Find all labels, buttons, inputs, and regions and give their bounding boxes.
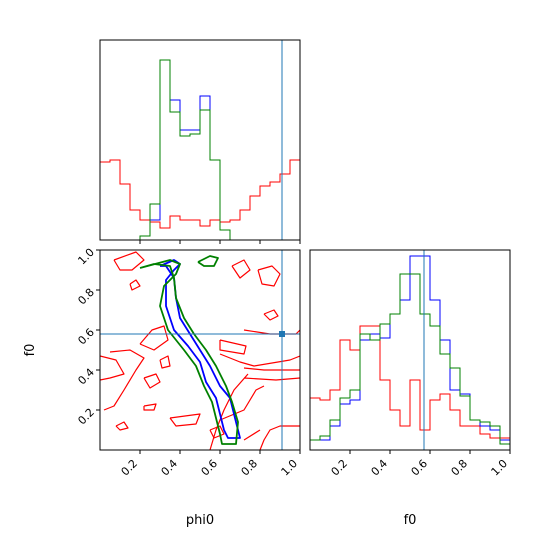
contour-green-1 (197, 255, 219, 267)
f0-axis-tick-label: 0.4 (75, 366, 97, 388)
f0-histogram-frame (309, 249, 511, 451)
contour-red-19 (259, 425, 300, 450)
f0-histogram-green (309, 273, 511, 450)
contour-red-10 (100, 355, 125, 381)
x-axis-label-phi0: phi0 (186, 513, 214, 528)
contour-lines (100, 251, 300, 450)
f0-histogram-x-tick-label: 0.4 (369, 457, 391, 479)
contour-truth-lines (100, 250, 300, 450)
f0-axis-tick-label: 0.8 (75, 286, 97, 308)
phi0-histogram-green (100, 59, 300, 241)
phi0-histogram-ticks (139, 240, 301, 244)
phi0-axis-tick-label: 0.4 (159, 457, 181, 479)
phi0-axis-tick-label: 0.2 (119, 457, 141, 479)
contour-red-22 (219, 353, 300, 367)
contour-red-20 (243, 429, 261, 441)
contour-red-3 (257, 265, 281, 287)
contour-green-0 (139, 259, 239, 445)
f0-axis-tick-label: 0.2 (75, 406, 97, 428)
contour-red-4 (263, 309, 279, 321)
f0-histogram-ticks: 0.2 0.4 0.6 0.8 1.0 (329, 450, 511, 478)
f0-axis-tick-label: 1.0 (75, 246, 97, 268)
contour-red-0 (113, 251, 145, 271)
contour-red-5 (219, 339, 247, 355)
contour-red-1 (129, 279, 141, 291)
phi0-histogram-frame (99, 39, 301, 241)
contour-panel: 0.2 0.4 0.6 0.8 1.0 0.2 0.4 0.6 0.8 1.0 (75, 246, 301, 479)
contour-blue-0 (159, 259, 241, 439)
phi0-histogram-series (99, 59, 301, 241)
contour-ticks: 0.2 0.4 0.6 0.8 1.0 0.2 0.4 0.6 0.8 1.0 (75, 246, 301, 479)
contour-red-14 (115, 421, 129, 431)
contour-red-13 (143, 403, 157, 411)
contour-red-11 (143, 373, 161, 389)
f0-histogram-panel: 0.2 0.4 0.6 0.8 1.0 (309, 249, 511, 478)
f0-histogram-x-tick-label: 1.0 (489, 457, 511, 479)
contour-red-12 (159, 355, 171, 369)
contour-red-18 (209, 373, 249, 450)
contour-red-6 (243, 329, 300, 335)
f0-histogram-red (309, 325, 511, 450)
f0-histogram-x-tick-label: 0.6 (409, 457, 431, 479)
f0-histogram-series (309, 255, 511, 450)
contour-red-21 (139, 325, 169, 351)
f0-histogram-x-tick-label: 0.2 (329, 457, 351, 479)
f0-histogram-blue (309, 255, 511, 450)
phi0-histogram-blue (100, 59, 300, 241)
phi0-histogram-red (99, 159, 301, 240)
contour-red-8 (243, 377, 300, 381)
truth-marker (279, 331, 285, 337)
x-axis-label-f0: f0 (404, 513, 417, 528)
contour-red-7 (243, 367, 300, 371)
phi0-axis-tick-label: 0.6 (199, 457, 221, 479)
contour-red-9 (103, 349, 145, 411)
phi0-axis-tick-label: 0.8 (239, 457, 261, 479)
contour-red-15 (169, 413, 201, 427)
phi0-axis-tick-label: 1.0 (279, 457, 301, 479)
f0-axis-tick-label: 0.6 (75, 326, 97, 348)
contour-frame (99, 249, 301, 451)
f0-histogram-x-tick-label: 0.8 (449, 457, 471, 479)
y-axis-label-f0: f0 (23, 344, 38, 357)
contour-red-17 (219, 385, 265, 421)
phi0-histogram-panel (99, 39, 301, 244)
contour-red-2 (231, 259, 251, 279)
